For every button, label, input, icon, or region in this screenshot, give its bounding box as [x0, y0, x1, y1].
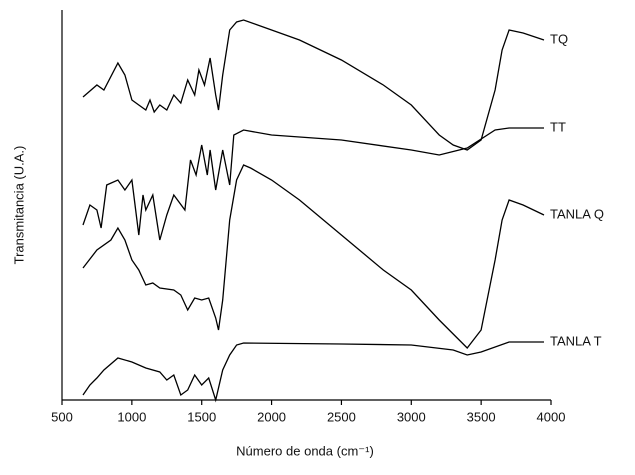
x-tick-label: 1000: [117, 409, 146, 424]
x-tick-label: 3500: [467, 409, 496, 424]
spectrum-line: [82, 19, 545, 151]
x-tick-label: 2000: [257, 409, 286, 424]
x-tick-label: 500: [51, 409, 73, 424]
x-tick-label: 3000: [397, 409, 426, 424]
series-label: TT: [550, 119, 566, 134]
series-label: TANLA T: [550, 333, 602, 348]
x-tick-label: 4000: [537, 409, 566, 424]
y-axis-label: Transmitancia (U.A.): [11, 146, 26, 265]
spectrum-line: [82, 341, 544, 403]
spectrum-line: [82, 164, 545, 349]
x-tick-label: 1500: [187, 409, 216, 424]
x-tick-label: 2500: [327, 409, 356, 424]
series-label: TANLA Q: [550, 206, 604, 221]
spectrum-line: [82, 127, 544, 241]
series-label: TQ: [550, 31, 568, 46]
x-axis-label: Número de onda (cm⁻¹): [236, 443, 374, 458]
